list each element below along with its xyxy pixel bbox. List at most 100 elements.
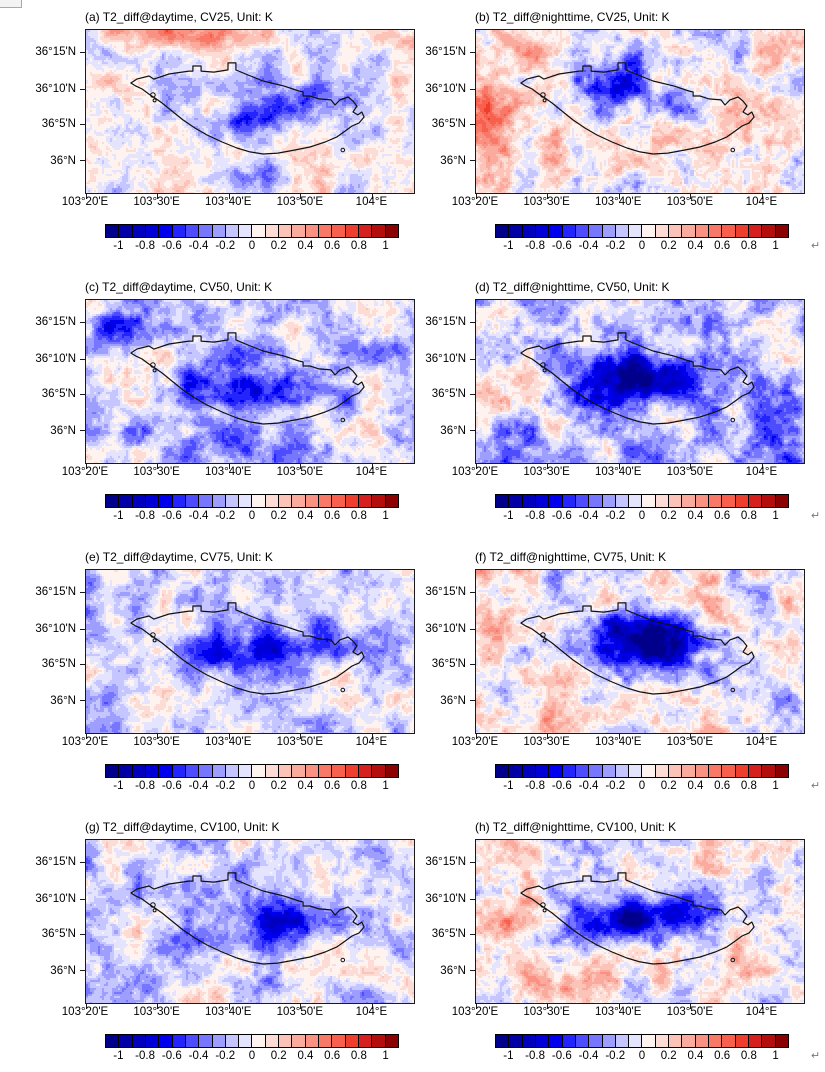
x-axis-labels: 103°20'E 103°30'E 103°40'E 103°50'E 104°E [452,1006,803,1022]
colorbar-cell [775,1035,788,1047]
map-area [80,299,415,469]
lat-tick-mark [470,663,475,665]
colorbar-tick-label: 1 [772,510,779,522]
boundary-small-ring [540,92,546,98]
colorbar-tick-label: -0.6 [161,240,182,252]
lon-tick-label: 103°40'E [204,1006,252,1018]
colorbar-tick-label: 0.6 [324,510,341,522]
map-row: 36°15'N 36°10'N 36°5'N 36°N [30,569,415,739]
colorbar-tick-label: -0.4 [578,780,599,792]
colorbar-tick-label: 0.2 [660,240,677,252]
lat-tick-label: 36°N [440,694,466,707]
lon-tick-mark [618,1004,620,1009]
colorbar-cell [509,495,523,507]
colorbar-cell [265,1035,280,1047]
lon-tick-label: 103°30'E [133,196,180,208]
colorbar-tick-label: -0.4 [188,780,209,792]
lat-tick-mark [470,933,475,935]
map-row: 36°15'N 36°10'N 36°5'N 36°N [30,839,415,1009]
colorbar-cell [172,1035,186,1047]
lon-tick-mark [228,464,230,469]
map-panel-g: (g) T2_diff@daytime, CV100, Unit: K 36°1… [30,818,415,1064]
temperature-anomaly-canvas [86,300,414,463]
colorbar-tick-label: 0.4 [297,240,314,252]
paragraph-return-mark: ↵ [811,1050,821,1062]
colorbar-cell [549,495,563,507]
y-axis-labels: 36°15'N 36°10'N 36°5'N 36°N [420,299,475,464]
colorbar-tick-label: -0.2 [215,780,236,792]
lon-tick-mark [300,464,302,469]
colorbar-tick-labels: -1 -0.8 -0.6 -0.4 -0.2 0 0.2 0.4 0.6 0.8 1 [105,1050,399,1064]
colorbar-cell [279,765,293,777]
colorbar-cells [495,494,789,508]
colorbar-cell [722,225,736,237]
colorbar-cell [655,225,670,237]
colorbar-tick-label: -0.4 [578,510,599,522]
lat-tick-label: 36°10'N [35,352,76,365]
colorbar-cell [669,495,683,507]
temperature-anomaly-canvas [86,570,414,733]
colorbar-tick-label: -0.2 [605,510,626,522]
colorbar-tick-label: 0 [248,1050,256,1062]
colorbar-tick-labels: -1 -0.8 -0.6 -0.4 -0.2 0 0.2 0.4 0.6 0.8 1 [105,240,399,254]
colorbar-tick-label: -0.8 [135,780,155,792]
colorbar-cell [629,225,643,237]
colorbar-tick-label: 0 [638,1050,646,1062]
colorbar-cell [159,765,173,777]
colorbar: -1 -0.8 -0.6 -0.4 -0.2 0 0.2 0.4 0.6 0.8 1 [105,1034,399,1064]
boundary-small-ring [542,638,547,643]
lat-tick-label: 36°15'N [425,316,466,329]
colorbar-cell [669,225,683,237]
boundary-small-ring [150,92,156,98]
boundary-small-ring [540,902,546,908]
colorbar-tick-label: 0.6 [324,780,341,792]
lon-tick-label: 103°50'E [276,736,324,748]
colorbar-cell [575,765,590,777]
map-row: 36°15'N 36°10'N 36°5'N 36°N [30,29,415,199]
colorbar-tick-label: 0.4 [687,240,704,252]
lat-tick-label: 36°15'N [35,316,76,329]
colorbar-tick-label: 0.4 [297,780,314,792]
colorbar-tick-label: -0.2 [605,1050,626,1062]
lon-tick-label: 104°E [745,466,778,478]
colorbar-cell [735,495,749,507]
map-row: 36°15'N 36°10'N 36°5'N 36°N [420,839,805,1009]
colorbar-cell [735,765,749,777]
colorbar-cell [589,225,603,237]
colorbar-tick-label: 0 [638,240,646,252]
colorbar-cell [642,765,656,777]
colorbar-cell [735,1035,749,1047]
colorbar-cell [172,225,186,237]
lon-tick-mark [85,464,87,469]
colorbar-tick-label: 0 [638,780,646,792]
lat-tick-label: 36°5'N [41,388,76,401]
map-area [470,839,805,1009]
lon-tick-mark [475,194,477,199]
city-boundary-outline [130,332,365,425]
colorbar-cells [105,764,399,778]
colorbar-tick-label: -1 [113,780,124,792]
colorbar-tick-label: -0.6 [551,510,572,522]
boundary-small-ring [730,687,736,693]
colorbar-cell [775,495,788,507]
colorbar-tick-label: 0.8 [350,1050,367,1062]
panel-title: (a) T2_diff@daytime, CV25, Unit: K [85,10,273,24]
lat-tick-label: 36°N [50,964,76,977]
colorbar-tick-label: 0 [248,780,256,792]
colorbar-tick-label: 0 [248,510,256,522]
lon-tick-label: 103°30'E [133,466,180,478]
colorbar-cell [305,495,319,507]
colorbar-cell [575,225,590,237]
boundary-small-ring [340,147,346,153]
city-boundary-outline [130,872,365,965]
colorbar-cell [602,225,616,237]
colorbar-tick-label: 0.8 [350,510,367,522]
lat-tick-label: 36°N [440,424,466,437]
lat-tick-label: 36°15'N [425,586,466,599]
lon-tick-mark [618,734,620,739]
city-boundary-outline [130,62,365,155]
temperature-anomaly-canvas [86,840,414,1003]
lon-tick-label: 103°30'E [523,736,570,748]
lon-tick-label: 104°E [355,196,388,208]
colorbar-tick-label: -0.4 [188,240,209,252]
